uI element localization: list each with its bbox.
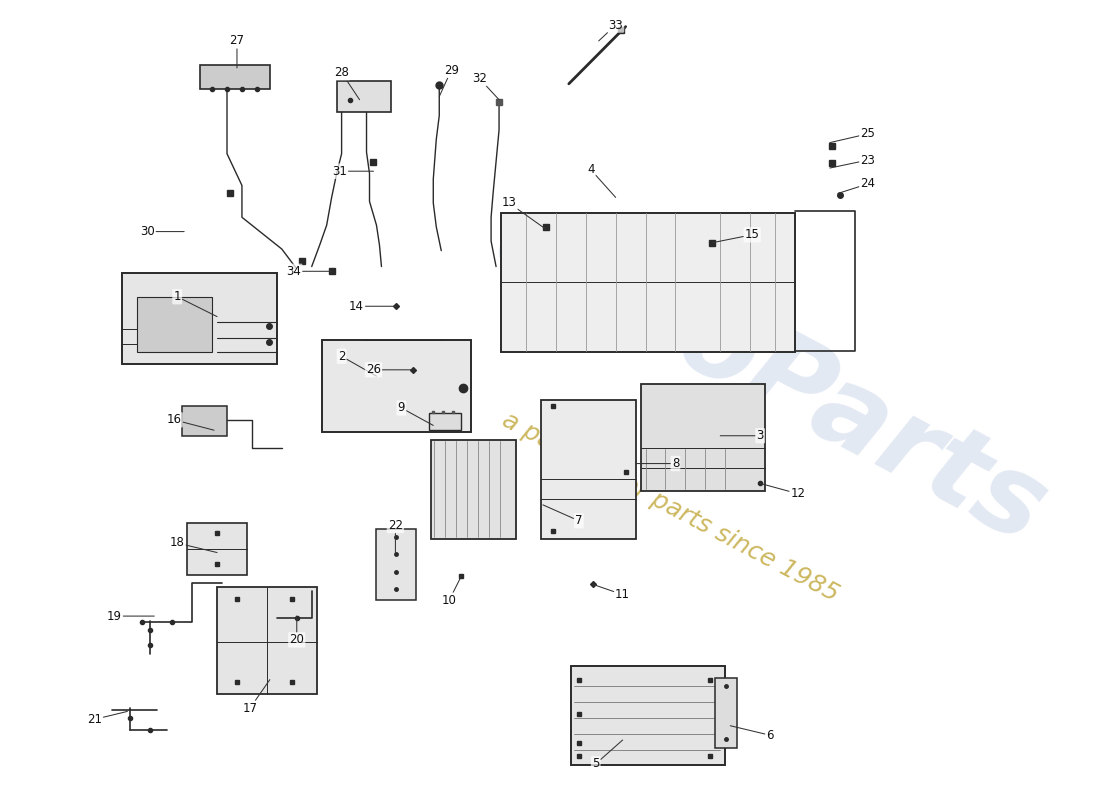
Text: 11: 11 [593, 584, 630, 601]
Text: 1: 1 [174, 290, 217, 317]
Text: 30: 30 [140, 225, 184, 238]
Text: 13: 13 [502, 197, 546, 229]
Text: 12: 12 [760, 483, 805, 500]
Text: a passion for parts since 1985: a passion for parts since 1985 [498, 408, 843, 606]
Text: euroParts: euroParts [476, 186, 1064, 566]
Bar [431, 440, 516, 539]
Bar [376, 529, 416, 600]
Bar [571, 666, 725, 766]
Text: 26: 26 [366, 363, 414, 376]
Text: 8: 8 [636, 457, 679, 470]
Bar [429, 413, 461, 430]
Bar [217, 586, 317, 694]
Bar [200, 65, 270, 89]
Bar [187, 523, 246, 574]
Bar [183, 406, 227, 436]
Text: 15: 15 [713, 228, 760, 242]
Text: 21: 21 [87, 711, 128, 726]
Bar [541, 400, 636, 539]
Text: 14: 14 [349, 300, 396, 313]
Text: 9: 9 [397, 402, 433, 426]
Bar [321, 341, 471, 432]
Text: 19: 19 [107, 610, 154, 622]
Text: 31: 31 [332, 165, 374, 178]
Text: 34: 34 [286, 265, 331, 278]
Bar [715, 678, 737, 748]
Text: 2: 2 [338, 350, 376, 376]
Text: 10: 10 [442, 576, 461, 606]
Text: 7: 7 [543, 505, 583, 527]
Text: 18: 18 [169, 537, 217, 553]
Text: 20: 20 [289, 616, 305, 646]
Text: 27: 27 [230, 34, 244, 68]
Bar [640, 384, 766, 491]
Text: 3: 3 [720, 430, 763, 442]
Bar [138, 297, 212, 352]
Text: 17: 17 [242, 680, 270, 714]
Text: 33: 33 [598, 18, 623, 41]
Bar [502, 214, 795, 352]
Text: 29: 29 [439, 64, 459, 97]
Text: 6: 6 [730, 726, 774, 742]
Text: 5: 5 [592, 740, 623, 770]
Text: 32: 32 [472, 72, 499, 100]
Text: 4: 4 [587, 163, 616, 198]
Text: 23: 23 [829, 154, 876, 168]
Text: 24: 24 [838, 178, 876, 194]
Bar [337, 81, 392, 113]
Bar [122, 273, 277, 364]
Text: 25: 25 [829, 127, 876, 142]
Text: 22: 22 [388, 519, 403, 553]
Text: 28: 28 [334, 66, 360, 100]
Text: 16: 16 [167, 414, 214, 430]
